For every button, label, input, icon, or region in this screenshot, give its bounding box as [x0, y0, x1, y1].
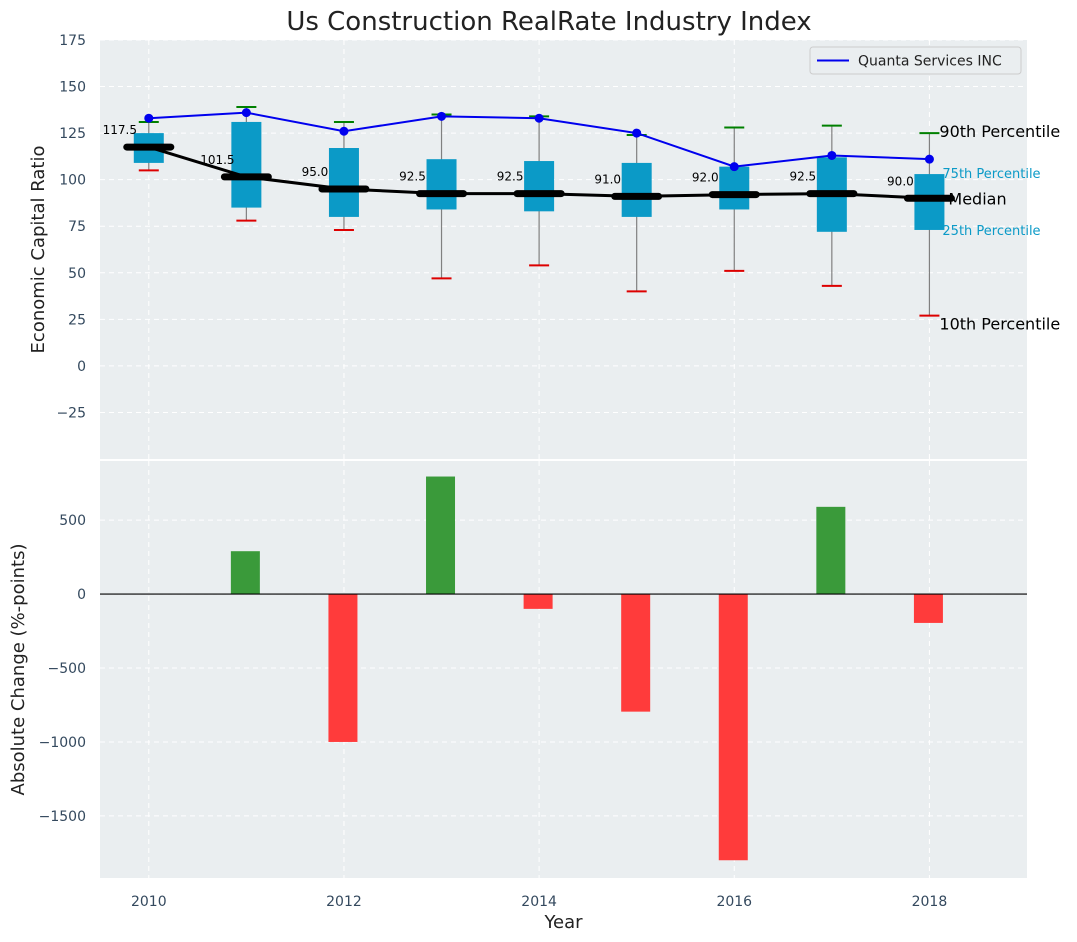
top-median [123, 143, 955, 202]
annotation-10th-percentile: 10th Percentile [939, 315, 1060, 334]
bar-positive [230, 551, 260, 595]
bar-negative [523, 594, 553, 609]
top-y-tick-label: 75 [68, 219, 86, 235]
top-y-tick-label: 50 [68, 266, 86, 282]
bottom-y-tick-label: 500 [59, 513, 86, 529]
box [621, 162, 652, 217]
series-point [924, 154, 934, 164]
chart-title: Us Construction RealRate Industry Index [286, 7, 811, 37]
top-y-tick-label: 150 [59, 80, 86, 96]
legend-label: Quanta Services INC [858, 54, 1002, 70]
top-median-labels: 117.5 101.5 95.0 92.5 92.5 91.0 92.0 92.5 90.0 [103, 123, 914, 188]
box [426, 159, 457, 210]
median-value-label: 117.5 [103, 123, 137, 137]
top-y-tick-label: 175 [59, 33, 86, 49]
bar-negative [621, 594, 651, 712]
top-series [144, 108, 934, 172]
top-y-tick-label: −25 [56, 405, 86, 421]
median-value-label: 92.5 [789, 170, 816, 184]
top-y-tick-label: 125 [59, 126, 86, 142]
top-caps [138, 106, 940, 317]
median-value-label: 92.5 [497, 170, 524, 184]
top-y-tick-label: 0 [77, 359, 86, 375]
top-y-tick-label: 100 [59, 173, 86, 189]
x-tick-label: 2018 [912, 894, 948, 910]
top-boxes [133, 121, 945, 232]
bottom-x-ticks: 2010 2012 2014 2016 2018 [131, 894, 947, 910]
series-point [534, 113, 544, 123]
bottom-y-tick-label: −1500 [39, 809, 86, 825]
x-tick-label: 2016 [716, 894, 752, 910]
bottom-y-axis-label: Absolute Change (%-points) [8, 544, 29, 796]
x-axis-label: Year [543, 912, 583, 933]
series-point [729, 162, 739, 172]
annotation-90th-percentile: 90th Percentile [939, 122, 1060, 141]
x-tick-label: 2010 [131, 894, 167, 910]
top-y-axis-label: Economic Capital Ratio [28, 146, 49, 354]
median-value-label: 92.5 [399, 170, 426, 184]
median-value-label: 92.0 [692, 171, 719, 185]
median-value-label: 91.0 [594, 172, 621, 186]
annotation-25th-percentile: 25th Percentile [942, 224, 1040, 239]
bottom-y-tick-label: 0 [77, 587, 86, 603]
series-point [632, 128, 642, 138]
top-panel: −25 0 25 50 75 100 125 150 175 117.5 101.5 95.0 92.… [28, 33, 1060, 459]
series-point [437, 111, 447, 121]
box [914, 174, 945, 230]
bar-negative [328, 594, 358, 742]
bar-negative [718, 594, 748, 861]
series-point [339, 126, 349, 136]
x-tick-label: 2014 [521, 894, 557, 910]
median-value-label: 90.0 [887, 174, 914, 188]
bottom-y-ticks: −1500 −1000 −500 0 500 [39, 513, 86, 825]
bar-positive [426, 476, 456, 595]
top-plot-background [100, 40, 1027, 459]
annotation-75th-percentile: 75th Percentile [942, 167, 1040, 182]
series-point [241, 108, 251, 118]
annotation-median: Median [948, 189, 1006, 208]
box [328, 148, 359, 217]
bar-positive [816, 506, 846, 595]
box [524, 161, 555, 212]
bottom-y-tick-label: −500 [48, 661, 86, 677]
median-value-label: 101.5 [200, 153, 234, 167]
top-y-ticks: −25 0 25 50 75 100 125 150 175 [56, 33, 86, 421]
bottom-y-tick-label: −1000 [39, 735, 86, 751]
bar-negative [913, 594, 943, 623]
bottom-plot-background [100, 461, 1027, 878]
series-point [827, 150, 837, 160]
box [231, 121, 262, 208]
series-point [144, 113, 154, 123]
median-value-label: 95.0 [302, 165, 329, 179]
box [719, 166, 750, 210]
legend-box [809, 46, 1022, 75]
legend: Quanta Services INC [809, 46, 1022, 75]
top-y-tick-label: 25 [68, 312, 86, 328]
bottom-bars [230, 476, 943, 861]
x-tick-label: 2012 [326, 894, 362, 910]
